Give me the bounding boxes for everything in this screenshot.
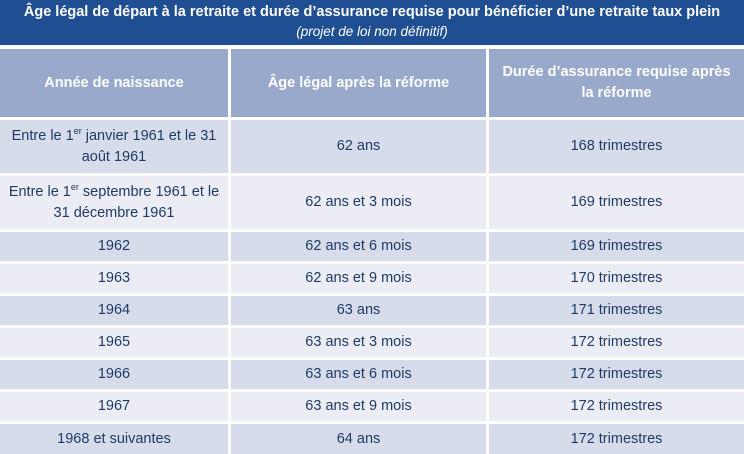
birth-cell: 1968 et suivantes [57,430,171,447]
table-title: Âge légal de départ à la retraite et dur… [23,4,721,20]
birth-text-pre: Entre le 1 [11,127,74,144]
table-row: 1967 63 ans et 9 mois 172 trimestres [0,392,744,424]
table-row: 1966 63 ans et 6 mois 172 trimestres [0,360,744,392]
table-row: 1965 63 ans et 3 mois 172 trimestres [0,328,744,360]
table-subtitle: (projet de loi non définitif) [296,24,448,39]
birth-cell: 1964 [97,302,131,318]
ordinal-suffix: er [70,181,79,192]
table-row: 1963 62 ans et 9 mois 170 trimestres [0,264,744,296]
header-birth-year: Année de naissance [44,74,184,91]
age-cell: 63 ans [228,296,486,325]
age-cell: 63 ans et 3 mois [228,328,486,357]
age-cell: 62 ans et 9 mois [228,264,486,293]
header-insurance-duration: Durée d’assurance requise après la réfor… [486,49,744,117]
birth-cell: 1962 [97,238,131,254]
title-bar: Âge légal de départ à la retraite et dur… [0,0,744,45]
age-cell: 62 ans et 6 mois [228,232,486,261]
duration-cell: 172 trimestres [486,424,744,454]
age-cell: 63 ans et 6 mois [228,360,486,389]
duration-cell: 171 trimestres [486,296,744,325]
birth-text-post: janvier 1961 et le 31 août 1961 [81,127,217,165]
birth-cell: 1963 [97,270,131,286]
birth-cell: Entre le 1er septembre 1961 et le 31 déc… [0,176,228,229]
birth-cell: 1965 [97,334,131,350]
table-row: 1964 63 ans 171 trimestres [0,296,744,328]
duration-cell: 169 trimestres [486,176,744,229]
retirement-table: Année de naissance Âge légal après la ré… [0,49,744,454]
table-row: 1968 et suivantes 64 ans 172 trimestres [0,424,744,454]
duration-cell: 169 trimestres [486,232,744,261]
age-cell: 64 ans [228,424,486,454]
duration-cell: 172 trimestres [486,328,744,357]
header-legal-age: Âge légal après la réforme [228,49,486,117]
birth-cell: 1966 [97,366,131,382]
birth-cell: Entre le 1er janvier 1961 et le 31 août … [0,120,228,173]
table-row: 1962 62 ans et 6 mois 169 trimestres [0,232,744,264]
ordinal-suffix: er [73,125,82,136]
duration-cell: 172 trimestres [486,360,744,389]
duration-cell: 168 trimestres [486,120,744,173]
birth-text-post: septembre 1961 et le 31 décembre 1961 [53,183,220,221]
age-cell: 62 ans [228,120,486,173]
birth-text-pre: Entre le 1 [8,183,71,200]
table-row: Entre le 1er janvier 1961 et le 31 août … [0,120,744,176]
duration-cell: 170 trimestres [486,264,744,293]
age-cell: 62 ans et 3 mois [228,176,486,229]
duration-cell: 172 trimestres [486,392,744,421]
table-header-row: Année de naissance Âge légal après la ré… [0,49,744,120]
table-row: Entre le 1er septembre 1961 et le 31 déc… [0,176,744,232]
birth-cell: 1967 [97,398,131,414]
age-cell: 63 ans et 9 mois [228,392,486,421]
